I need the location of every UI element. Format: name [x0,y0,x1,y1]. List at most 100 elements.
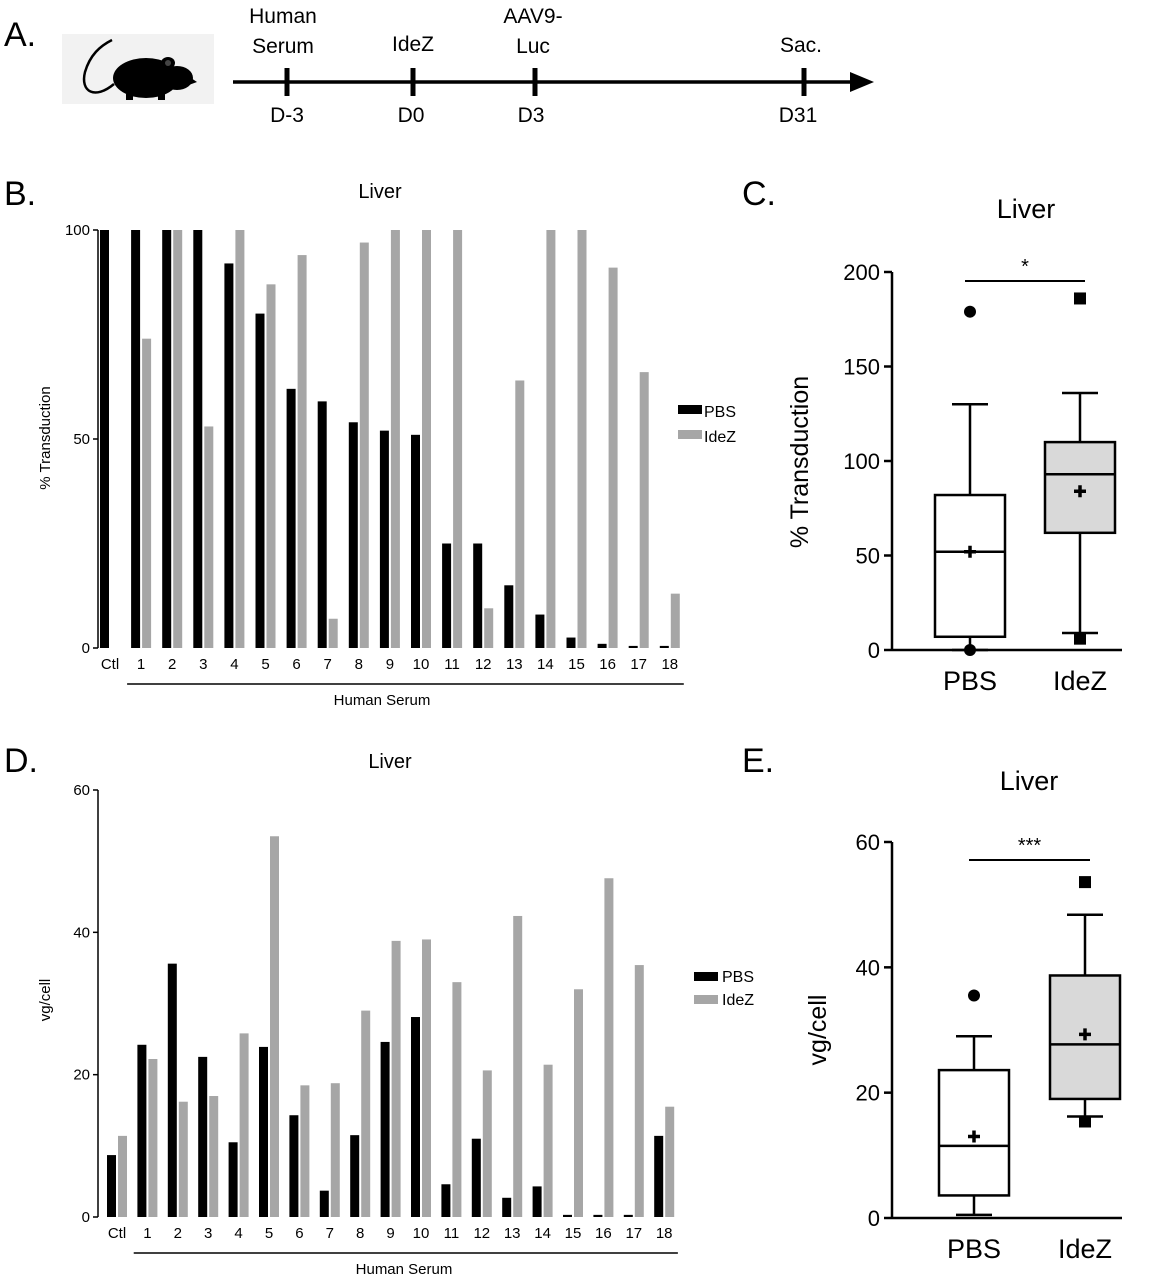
chart-title: Liver [1000,766,1059,796]
bar-idez-11 [453,230,463,648]
x-tick-label: 12 [473,1225,490,1242]
x-tick-label: 11 [444,1225,460,1242]
box-plot-area: 0 50 100 150 200 PBS IdeZ * [843,256,1122,696]
event-label-line1: IdeZ [392,33,434,56]
x-tick-label: 14 [534,1225,551,1242]
legend-label-idez: IdeZ [704,429,736,446]
bar-idez-10 [422,939,431,1217]
bar-pbs-6 [286,388,296,648]
y-tick-label: 50 [856,544,880,569]
bar-idez-4 [239,1033,249,1217]
y-tick-label: 100 [843,449,880,474]
outlier-point [964,305,976,318]
x-tick-label: 7 [324,656,332,673]
y-tick-label: 60 [856,830,880,855]
bar-idez-2 [178,1101,188,1217]
chart-title: Liver [368,751,412,773]
bar-idez-12 [482,1070,492,1217]
bar-pbs-18 [654,1135,664,1217]
x-tick-label: 15 [568,656,585,673]
legend-label-idez: IdeZ [722,992,754,1009]
bar-pbs-7 [317,401,327,648]
x-tick-label: 10 [413,656,430,673]
y-tick-label: 50 [73,431,90,448]
x-tick-label: 11 [444,656,460,673]
x-tick-label: 8 [355,656,363,673]
bar-idez-16 [608,267,618,648]
bar-idez-15 [574,989,583,1217]
bar-idez-6 [297,255,307,648]
bar-pbs-12 [473,543,483,648]
y-tick-label: 40 [856,955,880,980]
bar-idez-ctl [118,1135,127,1217]
event-day: D3 [518,104,545,127]
event-label-line2: Serum [252,35,314,58]
bar-idez-7 [330,1083,340,1217]
event-sac: Sac. D31 [779,34,822,127]
bar-idez-7 [328,618,338,648]
bar-pbs-3 [193,230,203,648]
event-day: D-3 [270,104,304,127]
legend-swatch-idez [694,995,718,1004]
event-label-line1: Human [249,5,317,28]
outlier-point [1079,1115,1091,1128]
bar-idez-11 [452,982,462,1217]
bar-pbs-2 [162,230,172,648]
chart-title: Liver [358,181,402,203]
bar-idez-1 [148,1059,158,1217]
mean-marker [968,1130,980,1143]
outlier-point [1074,292,1086,305]
chart-title: Liver [997,194,1056,224]
panel-label-a: A. [4,16,36,54]
y-tick-label: 40 [73,924,90,941]
bar-idez-2 [173,230,183,648]
bar-idez-13 [513,915,523,1217]
legend-label-pbs: PBS [722,969,754,986]
event-day: D0 [398,104,425,127]
bar-pbs-17 [623,1214,633,1217]
x-tick-label: 15 [565,1225,582,1242]
x-tick-label: 5 [265,1225,273,1242]
bar-pbs-14 [535,614,545,648]
y-tick-label: 0 [868,638,880,663]
x-tick-label: 7 [326,1225,334,1242]
bar-pbs-17 [628,645,638,648]
bar-pbs-3 [198,1056,208,1217]
x-tick-label: 3 [199,656,207,673]
bar-pbs-10 [411,434,420,648]
bar-pbs-ctl [107,1155,116,1217]
bar-idez-5 [266,284,276,648]
bar-pbs-7 [319,1190,329,1217]
bar-idez-3 [209,1096,219,1217]
mean-marker [1074,485,1086,498]
x-tick-label: 17 [630,656,647,673]
chart-panel-b: B. Liver % Transduction PBS IdeZ Human S… [4,175,736,709]
x-tick-label: 9 [386,1225,394,1242]
x-tick-label: 17 [625,1225,642,1242]
mean-marker [964,545,976,558]
bar-idez-12 [484,608,494,648]
bar-idez-9 [390,230,400,648]
x-tick-label: 2 [174,1225,182,1242]
event-idez: IdeZ D0 [392,33,434,127]
timeline-axis [233,72,874,92]
x-tick-label: 1 [137,656,145,673]
x-tick-label: 4 [230,656,238,673]
bar-idez-8 [359,242,369,649]
chart-panel-e: E. Liver vg/cell 0 20 40 60 PBS IdeZ *** [742,742,1122,1264]
y-tick-label: 0 [82,640,90,657]
bar-idez-13 [515,380,525,648]
event-human-serum: Human Serum D-3 [249,5,317,127]
x-tick-label: 1 [143,1225,151,1242]
y-tick-label: 60 [73,782,90,799]
bar-idez-14 [543,1064,553,1217]
bar-pbs-13 [504,585,514,648]
panel-label-d: D. [4,742,38,780]
x-tick-label: 14 [537,656,554,673]
outlier-point [1079,876,1091,889]
y-axis-label: vg/cell [804,995,832,1066]
legend-swatch-pbs [678,405,702,414]
bar-pbs-4 [224,263,234,648]
